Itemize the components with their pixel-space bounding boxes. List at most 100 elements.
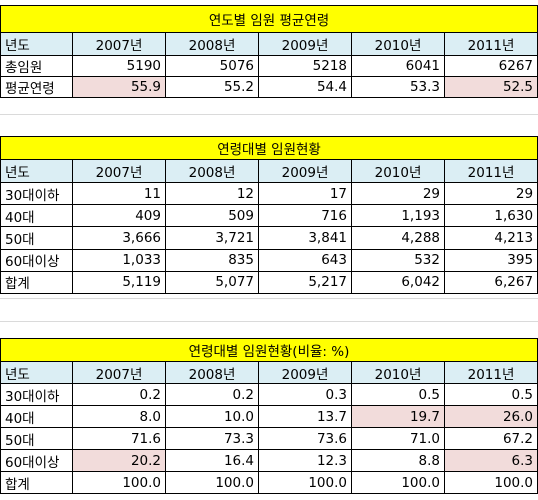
- data-cell: 409: [72, 204, 166, 228]
- data-row: 60대이상 1,033 835 643 532 395: [0, 248, 538, 272]
- data-cell: 835: [165, 248, 259, 272]
- data-table: 연령대별 임원현황(비율: %) 년도 2007년 2008년 2009년 2010년 20…: [0, 338, 538, 494]
- header-cell: 2008년: [165, 32, 259, 56]
- data-cell: 4,213: [443, 226, 538, 250]
- header-cell: 2010년: [351, 32, 445, 56]
- data-cell: 395: [443, 248, 538, 272]
- row-label: 총임원: [0, 55, 73, 77]
- data-row: 50대 71.6 73.3 73.6 71.0 67.2: [0, 427, 538, 450]
- header-cell: 2008년: [165, 361, 259, 384]
- data-cell: 55.9: [72, 76, 166, 98]
- data-cell: 5,217: [258, 270, 352, 294]
- data-cell: 1,630: [443, 204, 538, 228]
- data-cell: 71.6: [72, 427, 166, 450]
- data-cell: 1,193: [351, 204, 445, 228]
- table-title: 연령대별 임원현황(비율: %): [0, 338, 538, 362]
- header-cell: 년도: [0, 159, 73, 183]
- data-cell: 8.8: [351, 449, 445, 472]
- data-cell: 10.0: [165, 405, 259, 428]
- data-cell: 73.3: [165, 427, 259, 450]
- data-cell: 71.0: [351, 427, 445, 450]
- row-label: 합계: [0, 471, 73, 494]
- data-cell: 3,721: [165, 226, 259, 250]
- data-cell: 4,288: [351, 226, 445, 250]
- row-label: 60대이상: [0, 248, 73, 272]
- data-cell: 100.0: [258, 471, 352, 494]
- data-row: 60대이상 20.2 16.4 12.3 8.8 6.3: [0, 449, 538, 472]
- data-row: 합계 5,119 5,077 5,217 6,042 6,267: [0, 270, 538, 294]
- header-cell: 년도: [0, 32, 73, 56]
- table-title: 연도별 임원 평균연령: [0, 5, 538, 33]
- data-cell: 5076: [165, 55, 259, 77]
- data-cell: 6.3: [443, 449, 538, 472]
- data-cell: 509: [165, 204, 259, 228]
- row-label: 평균연령: [0, 76, 73, 98]
- title-row: 연도별 임원 평균연령: [0, 5, 538, 33]
- data-cell: 5190: [72, 55, 166, 77]
- header-cell: 2007년: [72, 32, 166, 56]
- header-cell: 2011년: [443, 159, 538, 183]
- header-cell: 2010년: [351, 159, 445, 183]
- data-cell: 0.2: [165, 383, 259, 406]
- data-cell: 0.5: [351, 383, 445, 406]
- data-cell: 532: [351, 248, 445, 272]
- header-cell: 2008년: [165, 159, 259, 183]
- title-row: 연령대별 임원현황: [0, 136, 538, 160]
- data-row: 평균연령 55.9 55.2 54.4 53.3 52.5: [0, 76, 538, 98]
- data-cell: 67.2: [443, 427, 538, 450]
- row-label: 30대이하: [0, 383, 73, 406]
- data-row: 40대 8.0 10.0 13.7 19.7 26.0: [0, 405, 538, 428]
- data-cell: 12.3: [258, 449, 352, 472]
- header-cell: 년도: [0, 361, 73, 384]
- data-cell: 100.0: [165, 471, 259, 494]
- data-cell: 100.0: [72, 471, 166, 494]
- row-label: 합계: [0, 270, 73, 294]
- row-label: 40대: [0, 405, 73, 428]
- title-row: 연령대별 임원현황(비율: %): [0, 338, 538, 362]
- data-cell: 0.2: [72, 383, 166, 406]
- data-row: 40대 409 509 716 1,193 1,630: [0, 204, 538, 228]
- header-cell: 2011년: [443, 361, 538, 384]
- row-label: 50대: [0, 427, 73, 450]
- data-cell: 55.2: [165, 76, 259, 98]
- data-cell: 6,267: [443, 270, 538, 294]
- data-cell: 5218: [258, 55, 352, 77]
- data-cell: 6267: [444, 55, 538, 77]
- row-label: 40대: [0, 204, 73, 228]
- header-cell: 2011년: [444, 32, 538, 56]
- data-cell: 53.3: [351, 76, 445, 98]
- data-row: 총임원 5190 5076 5218 6041 6267: [0, 55, 538, 77]
- data-cell: 12: [165, 181, 259, 206]
- data-cell: 54.4: [258, 76, 352, 98]
- data-cell: 19.7: [351, 405, 445, 428]
- data-row: 합계 100.0 100.0 100.0 100.0 100.0: [0, 471, 538, 494]
- data-cell: 100.0: [443, 471, 538, 494]
- data-cell: 17: [258, 181, 352, 206]
- data-cell: 6041: [351, 55, 445, 77]
- header-cell: 2009년: [258, 361, 352, 384]
- row-label: 30대이하: [0, 181, 73, 206]
- header-cell: 2009년: [258, 159, 352, 183]
- header-cell: 2010년: [351, 361, 445, 384]
- data-cell: 29: [351, 181, 445, 206]
- data-cell: 52.5: [444, 76, 538, 98]
- data-row: 30대이하 0.2 0.2 0.3 0.5 0.5: [0, 383, 538, 406]
- data-cell: 8.0: [72, 405, 166, 428]
- data-cell: 6,042: [351, 270, 445, 294]
- data-row: 50대 3,666 3,721 3,841 4,288 4,213: [0, 226, 538, 250]
- data-cell: 29: [443, 181, 538, 206]
- data-cell: 100.0: [351, 471, 445, 494]
- data-table: 연령대별 임원현황 년도 2007년 2008년 2009년 2010년 2011년 30대이…: [0, 136, 538, 294]
- header-row: 년도 2007년 2008년 2009년 2010년 2011년: [0, 159, 538, 183]
- data-cell: 73.6: [258, 427, 352, 450]
- data-cell: 5,119: [72, 270, 166, 294]
- data-cell: 13.7: [258, 405, 352, 428]
- data-cell: 1,033: [72, 248, 166, 272]
- data-cell: 16.4: [165, 449, 259, 472]
- data-cell: 643: [258, 248, 352, 272]
- data-row: 30대이하 11 12 17 29 29: [0, 181, 538, 206]
- data-cell: 0.5: [443, 383, 538, 406]
- header-row: 년도 2007년 2008년 2009년 2010년 2011년: [0, 361, 538, 384]
- data-cell: 0.3: [258, 383, 352, 406]
